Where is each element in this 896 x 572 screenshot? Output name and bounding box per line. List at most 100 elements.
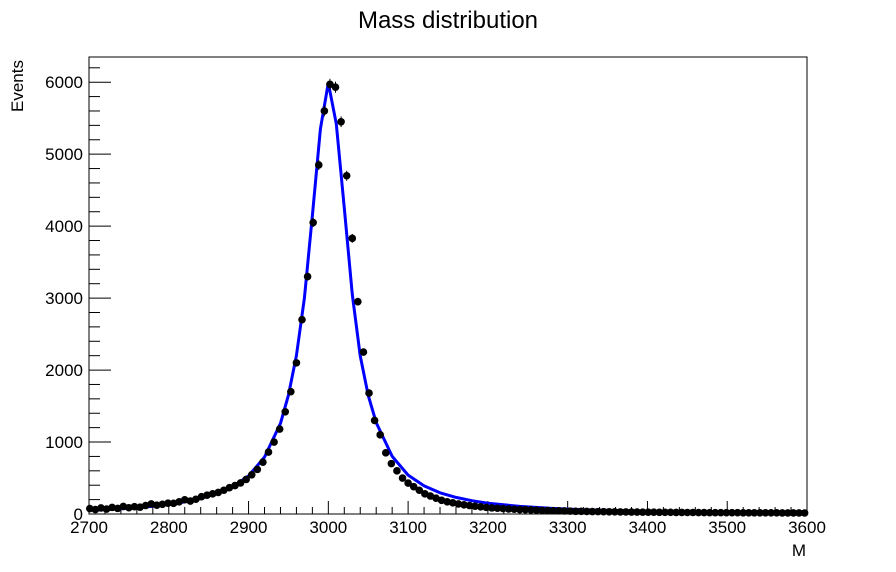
data-point — [409, 482, 418, 491]
data-point — [733, 508, 742, 517]
data-point — [303, 272, 312, 281]
data-point — [354, 297, 362, 306]
data-point — [627, 508, 636, 516]
data-point — [398, 474, 407, 482]
data-point — [700, 508, 708, 517]
data-point — [705, 508, 714, 517]
data-point — [342, 171, 351, 180]
data-point — [504, 505, 513, 513]
data-point — [650, 508, 658, 517]
data-point — [275, 425, 284, 433]
chart-title: Mass distribution — [358, 7, 538, 34]
data-point — [661, 508, 669, 517]
y-tick-label: 3000 — [45, 289, 83, 308]
x-axis-label: M — [792, 541, 806, 560]
data-point — [359, 348, 368, 356]
data-point — [532, 506, 541, 514]
y-tick-label: 6000 — [45, 73, 83, 92]
data-point — [253, 465, 262, 474]
data-point — [761, 509, 770, 517]
data-point — [588, 507, 597, 516]
data-point — [521, 505, 530, 514]
y-tick-label: 4000 — [45, 217, 83, 236]
data-point — [750, 508, 759, 517]
data-point — [130, 502, 139, 511]
data-point — [415, 486, 424, 495]
data-point — [672, 508, 680, 517]
x-tick-label: 3300 — [549, 518, 587, 537]
plot-frame — [88, 56, 808, 515]
y-tick-label: 0 — [74, 505, 83, 524]
data-point — [689, 508, 697, 517]
data-point — [314, 161, 323, 169]
data-point — [259, 458, 267, 466]
data-point — [516, 505, 524, 514]
data-point — [555, 507, 563, 515]
y-tick-label: 1000 — [45, 433, 83, 452]
data-point — [683, 508, 692, 517]
data-point — [387, 459, 396, 468]
x-tick-label: 3600 — [788, 518, 826, 537]
data-point — [404, 479, 412, 487]
data-point — [370, 416, 379, 425]
data-point — [756, 509, 764, 517]
data-point — [744, 508, 753, 517]
x-tick-label: 3500 — [708, 518, 746, 537]
axis-ticks: 2700 2800 2900 3000 3100 3200 3300 3400 3500 3600… — [45, 67, 826, 537]
x-tick-label: 3200 — [469, 518, 507, 537]
data-point — [577, 507, 586, 516]
data-point — [510, 505, 519, 514]
fit-curve-group — [88, 81, 808, 515]
data-point — [331, 83, 340, 92]
data-point — [616, 508, 625, 516]
data-point — [493, 504, 502, 513]
data-point — [454, 500, 463, 508]
data-point — [348, 234, 357, 243]
x-tick-label: 3000 — [309, 518, 347, 537]
x-tick-label: 2800 — [150, 518, 188, 537]
x-tick-label: 2900 — [230, 518, 268, 537]
data-point — [292, 359, 301, 367]
data-point — [376, 431, 384, 439]
data-point — [281, 408, 290, 416]
data-point — [795, 509, 803, 517]
fit-curve — [88, 81, 808, 515]
data-point — [320, 107, 329, 115]
data-point — [538, 506, 546, 515]
data-point — [471, 502, 479, 511]
data-point — [476, 503, 485, 511]
data-point — [739, 508, 747, 517]
data-point — [85, 504, 94, 513]
data-point — [711, 508, 720, 517]
data-point — [633, 508, 641, 516]
data-point — [326, 80, 334, 89]
data-point — [264, 448, 273, 456]
data-point — [460, 500, 468, 509]
data-point — [605, 507, 613, 516]
data-point — [236, 479, 245, 487]
data-point — [270, 438, 278, 446]
data-point — [488, 504, 496, 512]
data-point — [153, 501, 161, 510]
data-point — [772, 509, 781, 517]
data-point — [622, 508, 630, 516]
data-point — [677, 508, 686, 517]
data-point — [644, 508, 653, 517]
data-point — [393, 467, 401, 475]
y-axis-label: Events — [8, 60, 27, 112]
data-point — [610, 508, 619, 516]
data-point — [566, 507, 574, 515]
data-point — [655, 508, 664, 517]
data-point — [549, 506, 558, 515]
data-point — [287, 387, 295, 396]
data-point — [789, 509, 798, 517]
x-tick-label: 3400 — [629, 518, 667, 537]
data-point — [242, 475, 250, 484]
data-point — [543, 506, 552, 515]
data-point — [309, 218, 317, 227]
y-tick-label: 2000 — [45, 361, 83, 380]
data-point — [465, 501, 474, 510]
y-tick-label: 5000 — [45, 145, 83, 164]
data-point — [499, 504, 507, 513]
